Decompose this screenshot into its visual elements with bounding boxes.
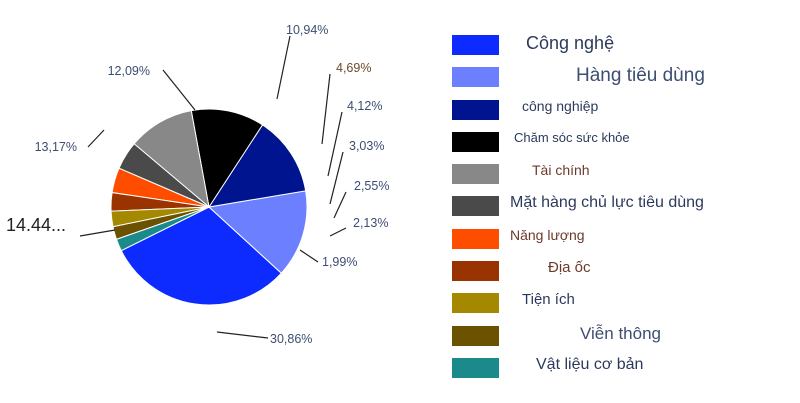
slice-label-3: 13,17%: [35, 140, 77, 154]
slice-label-8: 3,03%: [349, 139, 384, 153]
leader-line-7: [327, 111, 343, 177]
pie-slice-4: [190, 108, 264, 209]
slice-label-7: 4,12%: [347, 99, 382, 113]
legend-label: Công nghệ: [526, 33, 615, 53]
legend-label: Địa ốc: [548, 259, 591, 277]
legend-item: Vật liệu cơ bản: [452, 353, 792, 385]
legend-swatch: [452, 67, 499, 88]
legend-swatch: [452, 228, 499, 249]
slice-label-11: 1,99%: [322, 255, 357, 269]
legend-item: Hàng tiêu dùng: [452, 62, 792, 94]
legend-item: Công nghệ: [452, 30, 792, 62]
legend-label: Hàng tiêu dùng: [576, 65, 705, 87]
legend-item: Tài chính: [452, 159, 792, 191]
legend-item: Năng lượng: [452, 224, 792, 256]
legend-label: công nghiệp: [522, 97, 599, 114]
leader-line-4: [162, 69, 196, 111]
legend-swatch: [452, 99, 499, 120]
chart-legend: Công nghệ Hàng tiêu dùng công nghiệp Chăm s…: [452, 30, 792, 385]
legend-swatch: [452, 293, 499, 314]
legend-swatch: [452, 35, 499, 55]
leader-line-1: [216, 331, 269, 339]
legend-label: Tài chính: [532, 162, 590, 179]
pie-slice-1: [120, 206, 282, 306]
slice-label-10: 2,13%: [353, 216, 388, 230]
legend-item: Tiện ích: [452, 288, 792, 320]
legend-swatch: [452, 196, 499, 217]
leader-line-11: [299, 249, 319, 263]
leader-line-10: [329, 227, 347, 237]
legend-item: Địa ốc: [452, 256, 792, 288]
leader-line-8: [329, 151, 344, 205]
leader-line-3: [87, 129, 105, 148]
slice-label-2: 14.44...: [6, 215, 66, 235]
pie-slice-2: [207, 190, 308, 274]
percentage-labels: 30,86% 14.44... 13,17% 12,09% 10,94% 4,69% 4,1…: [6, 23, 389, 346]
legend-label: Chăm sóc sức khỏe: [514, 129, 630, 145]
legend-label: Viễn thông: [580, 323, 661, 343]
slice-label-5: 10,94%: [286, 23, 328, 37]
leader-line-6: [321, 73, 331, 145]
pie-slice-11: [115, 206, 210, 252]
pie-slice-5: [133, 110, 210, 209]
slice-label-4: 12,09%: [108, 64, 150, 78]
legend-item: Viễn thông: [452, 321, 792, 353]
pie-slices: [110, 108, 308, 306]
leader-line-5: [276, 35, 291, 100]
slice-label-6: 4,69%: [336, 61, 371, 75]
legend-item: Mặt hàng chủ lực tiêu dùng: [452, 191, 792, 223]
pie-slice-3: [207, 124, 307, 208]
legend-swatch: [452, 131, 499, 152]
leader-line-9: [333, 191, 347, 219]
label-leader-lines: [79, 35, 347, 339]
legend-swatch: [452, 357, 499, 378]
legend-item: Chăm sóc sức khỏe: [452, 127, 792, 159]
legend-label: Vật liệu cơ bản: [536, 355, 644, 373]
legend-swatch: [452, 261, 499, 282]
legend-swatch: [452, 325, 499, 346]
legend-item: công nghiệp: [452, 95, 792, 127]
legend-label: Tiện ích: [522, 291, 575, 309]
legend-label: Năng lượng: [510, 226, 585, 243]
legend-swatch: [452, 164, 499, 185]
leader-line-2: [79, 229, 116, 237]
legend-label: Mặt hàng chủ lực tiêu dùng: [510, 194, 704, 212]
slice-label-1: 30,86%: [270, 332, 312, 346]
slice-label-9: 2,55%: [354, 179, 389, 193]
